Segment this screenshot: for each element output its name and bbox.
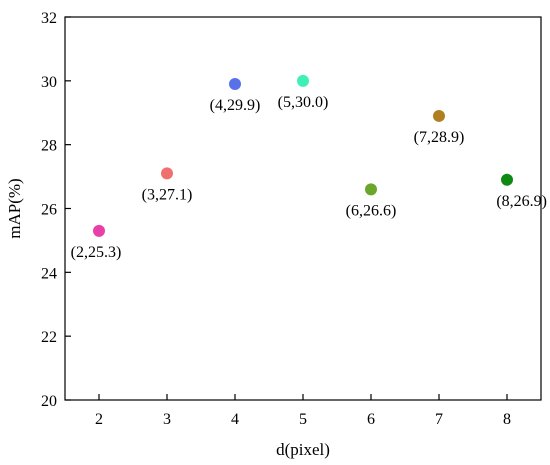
x-axis-title: d(pixel)	[276, 440, 330, 459]
data-label: (5,30.0)	[278, 94, 329, 111]
data-label: (7,28.9)	[414, 129, 465, 146]
y-axis-ticks: 20 22 24 26 28 30 32	[41, 10, 71, 410]
y-tick-label: 32	[41, 10, 57, 27]
data-point	[93, 224, 105, 237]
y-tick-label: 24	[41, 265, 57, 282]
data-label: (4,29.9)	[210, 97, 261, 114]
y-axis-title: mAP(%)	[5, 178, 24, 238]
x-tick-label: 8	[503, 411, 511, 428]
x-tick-label: 3	[163, 411, 171, 428]
y-tick-label: 28	[41, 138, 57, 155]
y-tick-label: 20	[41, 393, 57, 410]
plot-frame	[64, 16, 542, 401]
data-point	[433, 109, 445, 122]
data-point	[501, 173, 513, 186]
x-tick-label: 7	[435, 411, 443, 428]
data-point	[365, 183, 377, 196]
data-label: (2,25.3)	[71, 244, 122, 261]
x-tick-label: 6	[367, 411, 375, 428]
x-axis-ticks: 2 3 4 5 6 7 8	[95, 394, 511, 428]
data-point	[297, 74, 309, 87]
y-tick-label: 30	[41, 74, 57, 91]
x-tick-label: 5	[299, 411, 307, 428]
data-point	[161, 167, 173, 180]
data-point	[229, 78, 241, 91]
plot-area	[64, 16, 542, 401]
x-tick-label: 4	[231, 411, 239, 428]
x-tick-label: 2	[95, 411, 103, 428]
data-labels: (2,25.3) (3,27.1) (4,29.9) (5,30.0) (6,26.6)…	[71, 94, 547, 261]
data-label: (3,27.1)	[142, 186, 193, 203]
y-tick-label: 22	[41, 329, 57, 346]
data-label: (8,26.9)	[496, 193, 547, 210]
y-tick-label: 26	[41, 202, 57, 219]
data-points	[93, 74, 513, 237]
data-label: (6,26.6)	[346, 202, 397, 219]
